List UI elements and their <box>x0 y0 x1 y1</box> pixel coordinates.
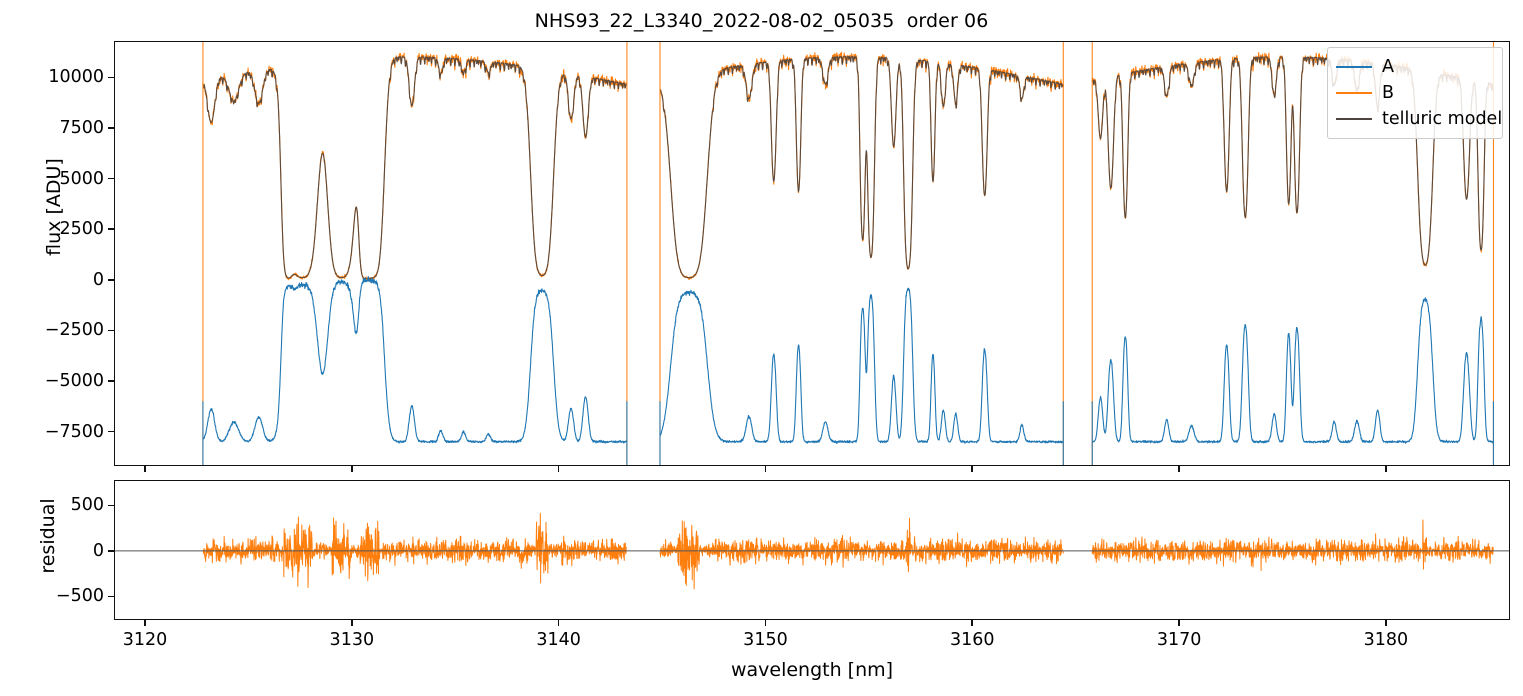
flux-xtick-mark <box>144 466 146 472</box>
flux-trace-telluric-model-seg1 <box>202 56 628 280</box>
wavelength-xtick-label: 3150 <box>743 630 788 650</box>
flux-xtick-mark <box>764 466 767 472</box>
flux-ytick-mark <box>108 127 114 129</box>
flux-ytick-mark <box>108 329 114 332</box>
wavelength-xtick-label: 3130 <box>329 630 375 650</box>
residual-traces-group <box>115 512 1509 590</box>
flux-ytick-mark <box>108 279 114 281</box>
wavelength-xtick-mark <box>1385 620 1387 626</box>
flux-ytick-label: −5000 <box>44 371 104 391</box>
flux-traces-group <box>202 42 1494 465</box>
flux-ytick-label: 7500 <box>59 118 104 139</box>
wavelength-xtick-label: 3140 <box>536 630 581 650</box>
flux-ytick-label: −7500 <box>44 421 104 442</box>
wavelength-xtick-label: 3170 <box>1156 630 1202 650</box>
wavelength-xtick-label: 3160 <box>950 630 995 650</box>
residual-ytick-label: 500 <box>70 495 104 516</box>
flux-trace-telluric-model-seg3 <box>1091 56 1494 266</box>
residual-trace-seg3 <box>1091 519 1494 571</box>
legend-label-b: B <box>1382 83 1395 103</box>
residual-trace-seg2 <box>659 517 1064 590</box>
residual-axis-label: residual <box>37 498 59 574</box>
legend: A B telluric model <box>1327 47 1503 139</box>
flux-ytick-mark <box>108 177 114 180</box>
wavelength-xtick-mark <box>557 620 560 626</box>
residual-trace-seg1 <box>202 512 628 589</box>
flux-trace-a-seg3 <box>1091 297 1494 444</box>
wavelength-xtick-label: 3180 <box>1363 630 1409 650</box>
legend-label-telluric-model: telluric model <box>1382 109 1503 129</box>
legend-item-b[interactable]: B <box>1336 80 1494 106</box>
wavelength-xtick-mark <box>971 620 974 626</box>
residual-plot-axes <box>114 480 1510 620</box>
flux-trace-b-seg2 <box>659 51 1064 280</box>
flux-trace-a-seg1 <box>202 275 628 444</box>
residual-ytick-label: −500 <box>55 586 104 607</box>
legend-swatch-a <box>1336 66 1372 68</box>
flux-ytick-label: 5000 <box>59 168 104 189</box>
wavelength-xtick-mark <box>351 620 353 626</box>
flux-plot-axes <box>114 41 1510 466</box>
flux-xtick-mark <box>1178 466 1180 472</box>
residual-ytick-mark <box>108 550 114 552</box>
flux-ytick-mark <box>108 430 114 433</box>
flux-trace-telluric-model-seg2 <box>659 56 1064 279</box>
wavelength-xtick-mark <box>144 620 146 626</box>
legend-swatch-b <box>1336 92 1372 94</box>
legend-label-a: A <box>1382 57 1394 77</box>
flux-ytick-mark <box>108 380 114 382</box>
flux-ytick-mark <box>108 76 114 79</box>
flux-ytick-mark <box>108 228 114 230</box>
flux-xtick-mark <box>971 466 974 472</box>
wavelength-xtick-label: 3120 <box>122 630 168 650</box>
flux-ytick-label: 2500 <box>59 219 104 240</box>
legend-item-telluric-model[interactable]: telluric model <box>1336 106 1502 132</box>
page-title: NHS93_22_L3340_2022-08-02_05035 order 06 <box>534 10 989 32</box>
legend-item-a[interactable]: A <box>1336 54 1494 80</box>
flux-xtick-mark <box>351 466 353 472</box>
flux-ytick-label: −2500 <box>44 320 104 341</box>
flux-trace-a-seg2 <box>659 287 1064 445</box>
residual-ytick-mark <box>108 504 114 507</box>
wavelength-xtick-mark <box>764 620 767 626</box>
wavelength-axis-label: wavelength [nm] <box>730 659 894 681</box>
flux-ytick-label: 10000 <box>48 67 104 88</box>
legend-swatch-telluric-model <box>1336 118 1372 120</box>
residual-ytick-label: 0 <box>92 540 104 561</box>
flux-xtick-mark <box>1385 466 1387 472</box>
wavelength-xtick-mark <box>1178 620 1180 626</box>
flux-ytick-label: 0 <box>92 269 104 290</box>
flux-xtick-mark <box>557 466 560 472</box>
residual-ytick-mark <box>108 595 114 598</box>
